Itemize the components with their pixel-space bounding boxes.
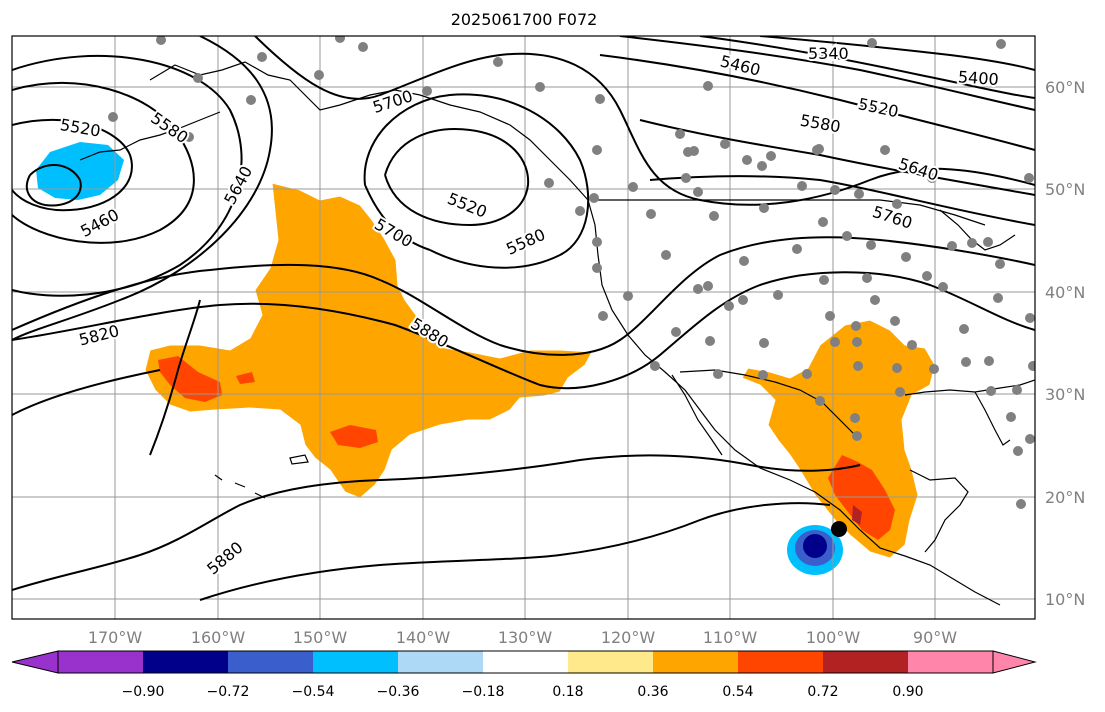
colorbar-tick-label: −0.90 [122, 684, 165, 700]
colorbar-segment [738, 651, 823, 673]
colorbar-segment [823, 651, 908, 673]
colorbar-low-extension [11, 650, 59, 674]
lon-tick-label: 120°W [601, 628, 656, 647]
lon-tick-label: 100°W [806, 628, 861, 647]
contour-label: 5400 [957, 67, 999, 89]
colorbar-segment [313, 651, 398, 673]
intense-anomaly-region-mexico [852, 505, 862, 525]
lat-tick-label: 50°N [1045, 180, 1085, 199]
storm-center-marker [831, 521, 847, 537]
lat-tick-label: 10°N [1045, 590, 1085, 609]
colorbar-segment [398, 651, 483, 673]
colorbar-segment [568, 651, 653, 673]
height-contours [12, 36, 1035, 601]
us-canada-border [598, 199, 986, 226]
lat-tick-label: 60°N [1045, 78, 1085, 97]
positive-anomaly-region-pacific [144, 182, 593, 499]
florida [974, 391, 1011, 446]
colorbar-tick-label: 0.90 [892, 684, 923, 700]
colorbar-tick-label: −0.72 [207, 684, 250, 700]
lat-tick-label: 30°N [1045, 385, 1085, 404]
alaska-coast [149, 61, 589, 201]
central-america-coast [904, 555, 1001, 606]
colorbar-tick-label: −0.36 [377, 684, 420, 700]
colorbar-segment [58, 651, 143, 673]
colorbar-high-extension [992, 650, 1037, 674]
colorbar-segment [228, 651, 313, 673]
lon-tick-label: 110°W [703, 628, 758, 647]
station-markers [108, 36, 1035, 509]
colorbar: −0.90 −0.72 −0.54 −0.36 −0.18 0.18 0.36 … [11, 650, 1037, 700]
lon-tick-label: 140°W [396, 628, 451, 647]
latitude-axis: 60°N 50°N 40°N 30°N 20°N 10°N [1045, 78, 1085, 609]
lon-tick-label: 170°W [88, 628, 143, 647]
lat-tick-label: 40°N [1045, 283, 1085, 302]
strong-anomaly-region-pacific-b [330, 425, 378, 448]
colorbar-segment [653, 651, 738, 673]
lon-tick-label: 160°W [191, 628, 246, 647]
colorbar-tick-label: −0.54 [292, 684, 335, 700]
colorbar-segment [483, 651, 568, 673]
great-lakes [939, 209, 1016, 251]
colorbar-segment [908, 651, 993, 673]
colorbar-segment [143, 651, 228, 673]
lon-tick-label: 150°W [293, 628, 348, 647]
graticule [12, 36, 1035, 619]
lon-tick-label: 130°W [498, 628, 553, 647]
contour-label: 5340 [808, 44, 849, 63]
colorbar-tick-label: 0.18 [552, 684, 583, 700]
colorbar-tick-label: 0.72 [807, 684, 838, 700]
map-frame [11, 35, 1036, 620]
coastlines [79, 61, 1035, 606]
north-america-west-coast [587, 199, 906, 557]
lon-tick-label: 90°W [913, 628, 957, 647]
colorbar-tick-label: 0.36 [637, 684, 668, 700]
lat-tick-label: 20°N [1045, 488, 1085, 507]
negative-anomaly-core [803, 534, 827, 558]
longitude-axis: 170°W 160°W 150°W 140°W 130°W 120°W 110°… [88, 628, 957, 647]
colorbar-tick-label: −0.18 [462, 684, 505, 700]
colorbar-tick-label: 0.54 [722, 684, 753, 700]
aleutian-chain [79, 111, 221, 161]
shaded-field [36, 142, 936, 575]
baja-peninsula [671, 374, 723, 456]
hawaii-islands [289, 454, 309, 465]
map-title: 2025061700 F072 [450, 10, 598, 29]
negative-anomaly-region-aleutian [36, 142, 124, 200]
strong-anomaly-region-pacific-c [236, 372, 255, 384]
strong-anomaly-region-pacific-a [158, 356, 222, 402]
yucatan-coast [909, 469, 969, 553]
